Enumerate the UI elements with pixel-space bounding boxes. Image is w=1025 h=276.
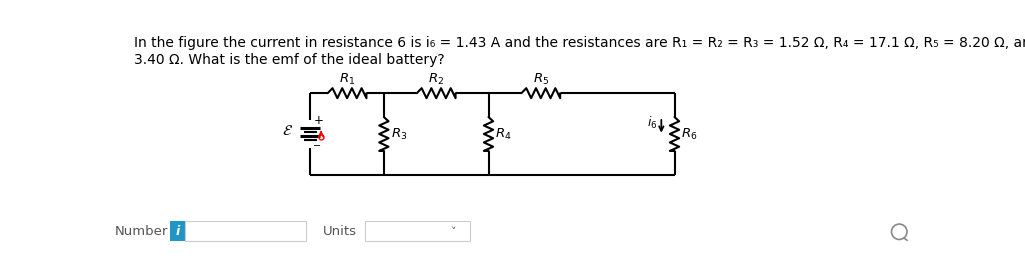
Text: 3.40 Ω. What is the emf of the ideal battery?: 3.40 Ω. What is the emf of the ideal bat…	[134, 53, 445, 67]
Text: $R_5$: $R_5$	[533, 72, 549, 87]
Text: +: +	[314, 114, 323, 127]
Text: $R_4$: $R_4$	[495, 126, 512, 142]
Text: $R_3$: $R_3$	[391, 126, 407, 142]
Text: $i_6$: $i_6$	[647, 115, 657, 131]
Bar	[186, 221, 305, 242]
Text: $R_6$: $R_6$	[682, 126, 698, 142]
Bar	[365, 221, 469, 242]
Text: −: −	[314, 140, 322, 150]
Text: In the figure the current in resistance 6 is i₆ = 1.43 A and the resistances are: In the figure the current in resistance …	[134, 36, 1025, 50]
Text: ˅: ˅	[451, 227, 457, 237]
Text: $\mathcal{E}$: $\mathcal{E}$	[282, 123, 293, 138]
Text: Units: Units	[323, 225, 357, 238]
Text: Number: Number	[115, 225, 168, 238]
Text: $R_1$: $R_1$	[339, 72, 356, 87]
Bar	[170, 221, 186, 242]
Text: i: i	[175, 225, 179, 238]
Text: $R_2$: $R_2$	[428, 72, 444, 87]
